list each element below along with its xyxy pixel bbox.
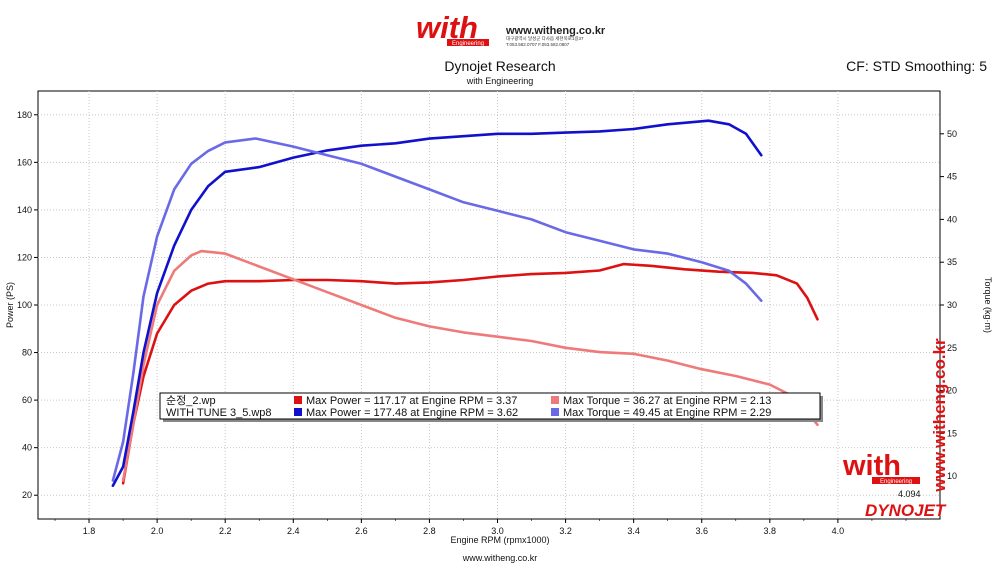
- header-branding: with Engineering www.witheng.co.kr 대구광역시…: [416, 10, 606, 47]
- chart-subtitle: with Engineering: [466, 76, 534, 86]
- y-right-axis-ticks: 10 15 20 25 30 35 40 45 50: [940, 129, 957, 481]
- x-tick-label: 3.0: [491, 526, 504, 536]
- legend-power-text: Max Power = 117.17 at Engine RPM = 3.37: [306, 395, 517, 407]
- y-left-tick-label: 60: [22, 395, 32, 405]
- x-tick-label: 4.0: [832, 526, 845, 536]
- x-tick-label: 3.4: [627, 526, 640, 536]
- legend-run-name: WITH TUNE 3_5.wp8: [166, 407, 272, 419]
- y-right-tick-label: 40: [947, 214, 957, 224]
- legend-torque-text: Max Torque = 36.27 at Engine RPM = 2.13: [563, 395, 771, 407]
- corner-with-logo: with: [842, 450, 901, 482]
- x-tick-label: 1.8: [83, 526, 96, 536]
- legend-power-swatch: [294, 396, 302, 404]
- y-right-tick-label: 20: [947, 386, 957, 396]
- corner-logos: with Engineering 4.094 DYNOJET: [842, 450, 947, 520]
- y-left-axis-ticks: 20 40 60 80 100 120 140 160 180: [17, 110, 38, 500]
- x-axis-label: Engine RPM (rpmx1000): [450, 535, 549, 545]
- x-tick-label: 2.4: [287, 526, 300, 536]
- y-left-tick-label: 100: [17, 300, 32, 310]
- x-tick-label: 2.2: [219, 526, 232, 536]
- y-right-tick-label: 50: [947, 129, 957, 139]
- series-line-stock-torque: [121, 249, 819, 482]
- legend-torque-text: Max Torque = 49.45 at Engine RPM = 2.29: [563, 407, 771, 419]
- version-label: 4.094: [898, 489, 921, 499]
- series-lines: [111, 119, 819, 487]
- header-address: 대구광역시 달성군 다사읍 세천북로1길37: [506, 35, 584, 42]
- legend-power-text: Max Power = 177.48 at Engine RPM = 3.62: [306, 407, 518, 419]
- y-right-axis-label: Torque (kg·m): [983, 277, 993, 333]
- y-left-tick-label: 120: [17, 252, 32, 262]
- x-tick-label: 3.2: [559, 526, 572, 536]
- legend-box: [159, 392, 821, 420]
- y-right-tick-label: 45: [947, 172, 957, 182]
- legend: 순정_2.wp Max Power = 117.17 at Engine RPM…: [159, 392, 823, 422]
- corner-with-sub: Engineering: [880, 479, 912, 485]
- chart-title: Dynojet Research: [444, 58, 555, 74]
- y-left-axis-label: Power (PS): [5, 282, 15, 328]
- x-tick-label: 3.8: [764, 526, 777, 536]
- x-tick-label: 2.6: [355, 526, 368, 536]
- y-left-tick-label: 180: [17, 110, 32, 120]
- legend-run-name: 순정_2.wp: [166, 394, 216, 407]
- series-line-stock-power: [121, 262, 819, 485]
- y-right-tick-label: 10: [947, 471, 957, 481]
- legend-torque-swatch: [551, 396, 559, 404]
- y-left-tick-label: 160: [17, 157, 32, 167]
- footer-url: www.witheng.co.kr: [462, 553, 538, 563]
- legend-power-swatch: [294, 408, 302, 416]
- y-left-tick-label: 140: [17, 205, 32, 215]
- y-left-tick-label: 40: [22, 443, 32, 453]
- y-right-tick-label: 30: [947, 300, 957, 310]
- header-phone: T.053.582.0707 F.053.582.0807: [506, 42, 570, 47]
- cf-smoothing-info: CF: STD Smoothing: 5: [846, 58, 987, 74]
- y-left-tick-label: 80: [22, 348, 32, 358]
- header-url: www.witheng.co.kr: [505, 25, 606, 37]
- y-right-tick-label: 35: [947, 257, 957, 267]
- dynojet-logo: DYNOJET: [865, 501, 947, 520]
- x-tick-label: 2.8: [423, 526, 436, 536]
- y-right-tick-label: 25: [947, 343, 957, 353]
- with-logo-sub: Engineering: [452, 41, 484, 47]
- with-logo-bar: [447, 39, 489, 46]
- legend-torque-swatch: [551, 408, 559, 416]
- corner-with-bar: [872, 477, 920, 484]
- grid-lines: [38, 91, 940, 519]
- side-watermark: www.witheng.co.kr: [930, 338, 949, 493]
- series-line-tuned-power: [111, 119, 763, 487]
- x-tick-label: 2.0: [151, 526, 164, 536]
- x-tick-label: 3.6: [695, 526, 708, 536]
- y-left-tick-label: 20: [22, 490, 32, 500]
- y-right-tick-label: 15: [947, 428, 957, 438]
- x-axis-ticks: 1.8 2.0 2.2 2.4 2.6 2.8 3.0 3.2 3.4 3.6 3.8 4.0: [54, 519, 907, 536]
- series-line-tuned-torque: [111, 137, 763, 482]
